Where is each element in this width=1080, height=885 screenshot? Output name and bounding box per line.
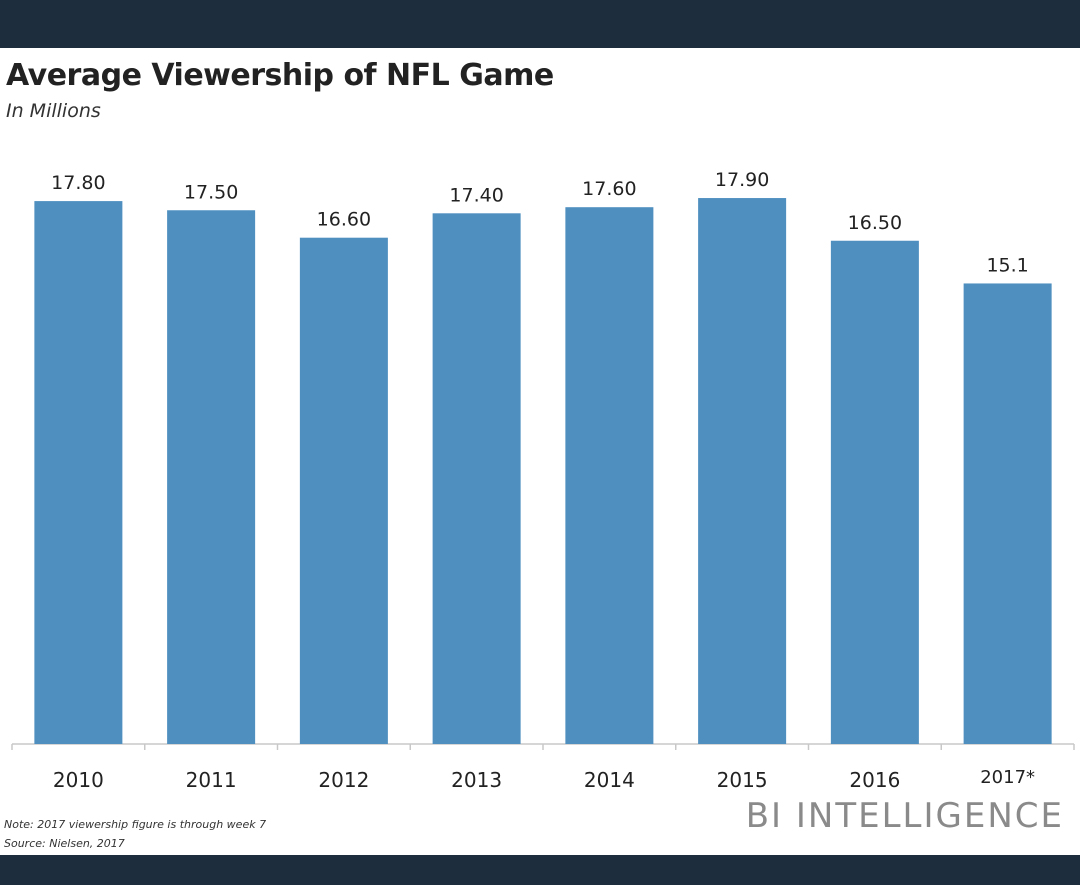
data-label: 17.60 — [582, 178, 636, 200]
bar — [432, 213, 521, 745]
x-tick-label: 2011 — [186, 768, 237, 792]
data-label: 17.50 — [184, 181, 238, 203]
bar — [167, 210, 256, 744]
bar — [34, 201, 123, 745]
x-tick-label: 2010 — [53, 768, 104, 792]
x-tick-label: 2013 — [451, 768, 502, 792]
chart-note: Note: 2017 viewership figure is through … — [4, 818, 267, 831]
data-label: 17.80 — [51, 172, 105, 194]
data-label: 17.90 — [715, 169, 769, 191]
brand-logo: BI INTELLIGENCE — [745, 796, 1064, 836]
chart-title: Average Viewership of NFL Game — [6, 58, 554, 93]
data-label: 17.40 — [449, 184, 503, 206]
bar — [299, 237, 388, 744]
x-tick-label: 2012 — [318, 768, 369, 792]
x-tick-label: 2014 — [584, 768, 635, 792]
bar — [565, 207, 654, 744]
x-tick-label: 2015 — [717, 768, 768, 792]
chart-subtitle: In Millions — [6, 100, 101, 122]
bar — [698, 198, 787, 745]
x-tick-label: 2017* — [980, 767, 1035, 788]
data-label: 16.60 — [317, 209, 371, 231]
bar — [963, 283, 1052, 744]
x-tick-label: 2016 — [849, 768, 900, 792]
data-label: 15.1 — [986, 254, 1028, 276]
data-label: 16.50 — [848, 212, 902, 234]
chart-source: Source: Nielsen, 2017 — [4, 837, 125, 850]
bar — [830, 240, 919, 744]
